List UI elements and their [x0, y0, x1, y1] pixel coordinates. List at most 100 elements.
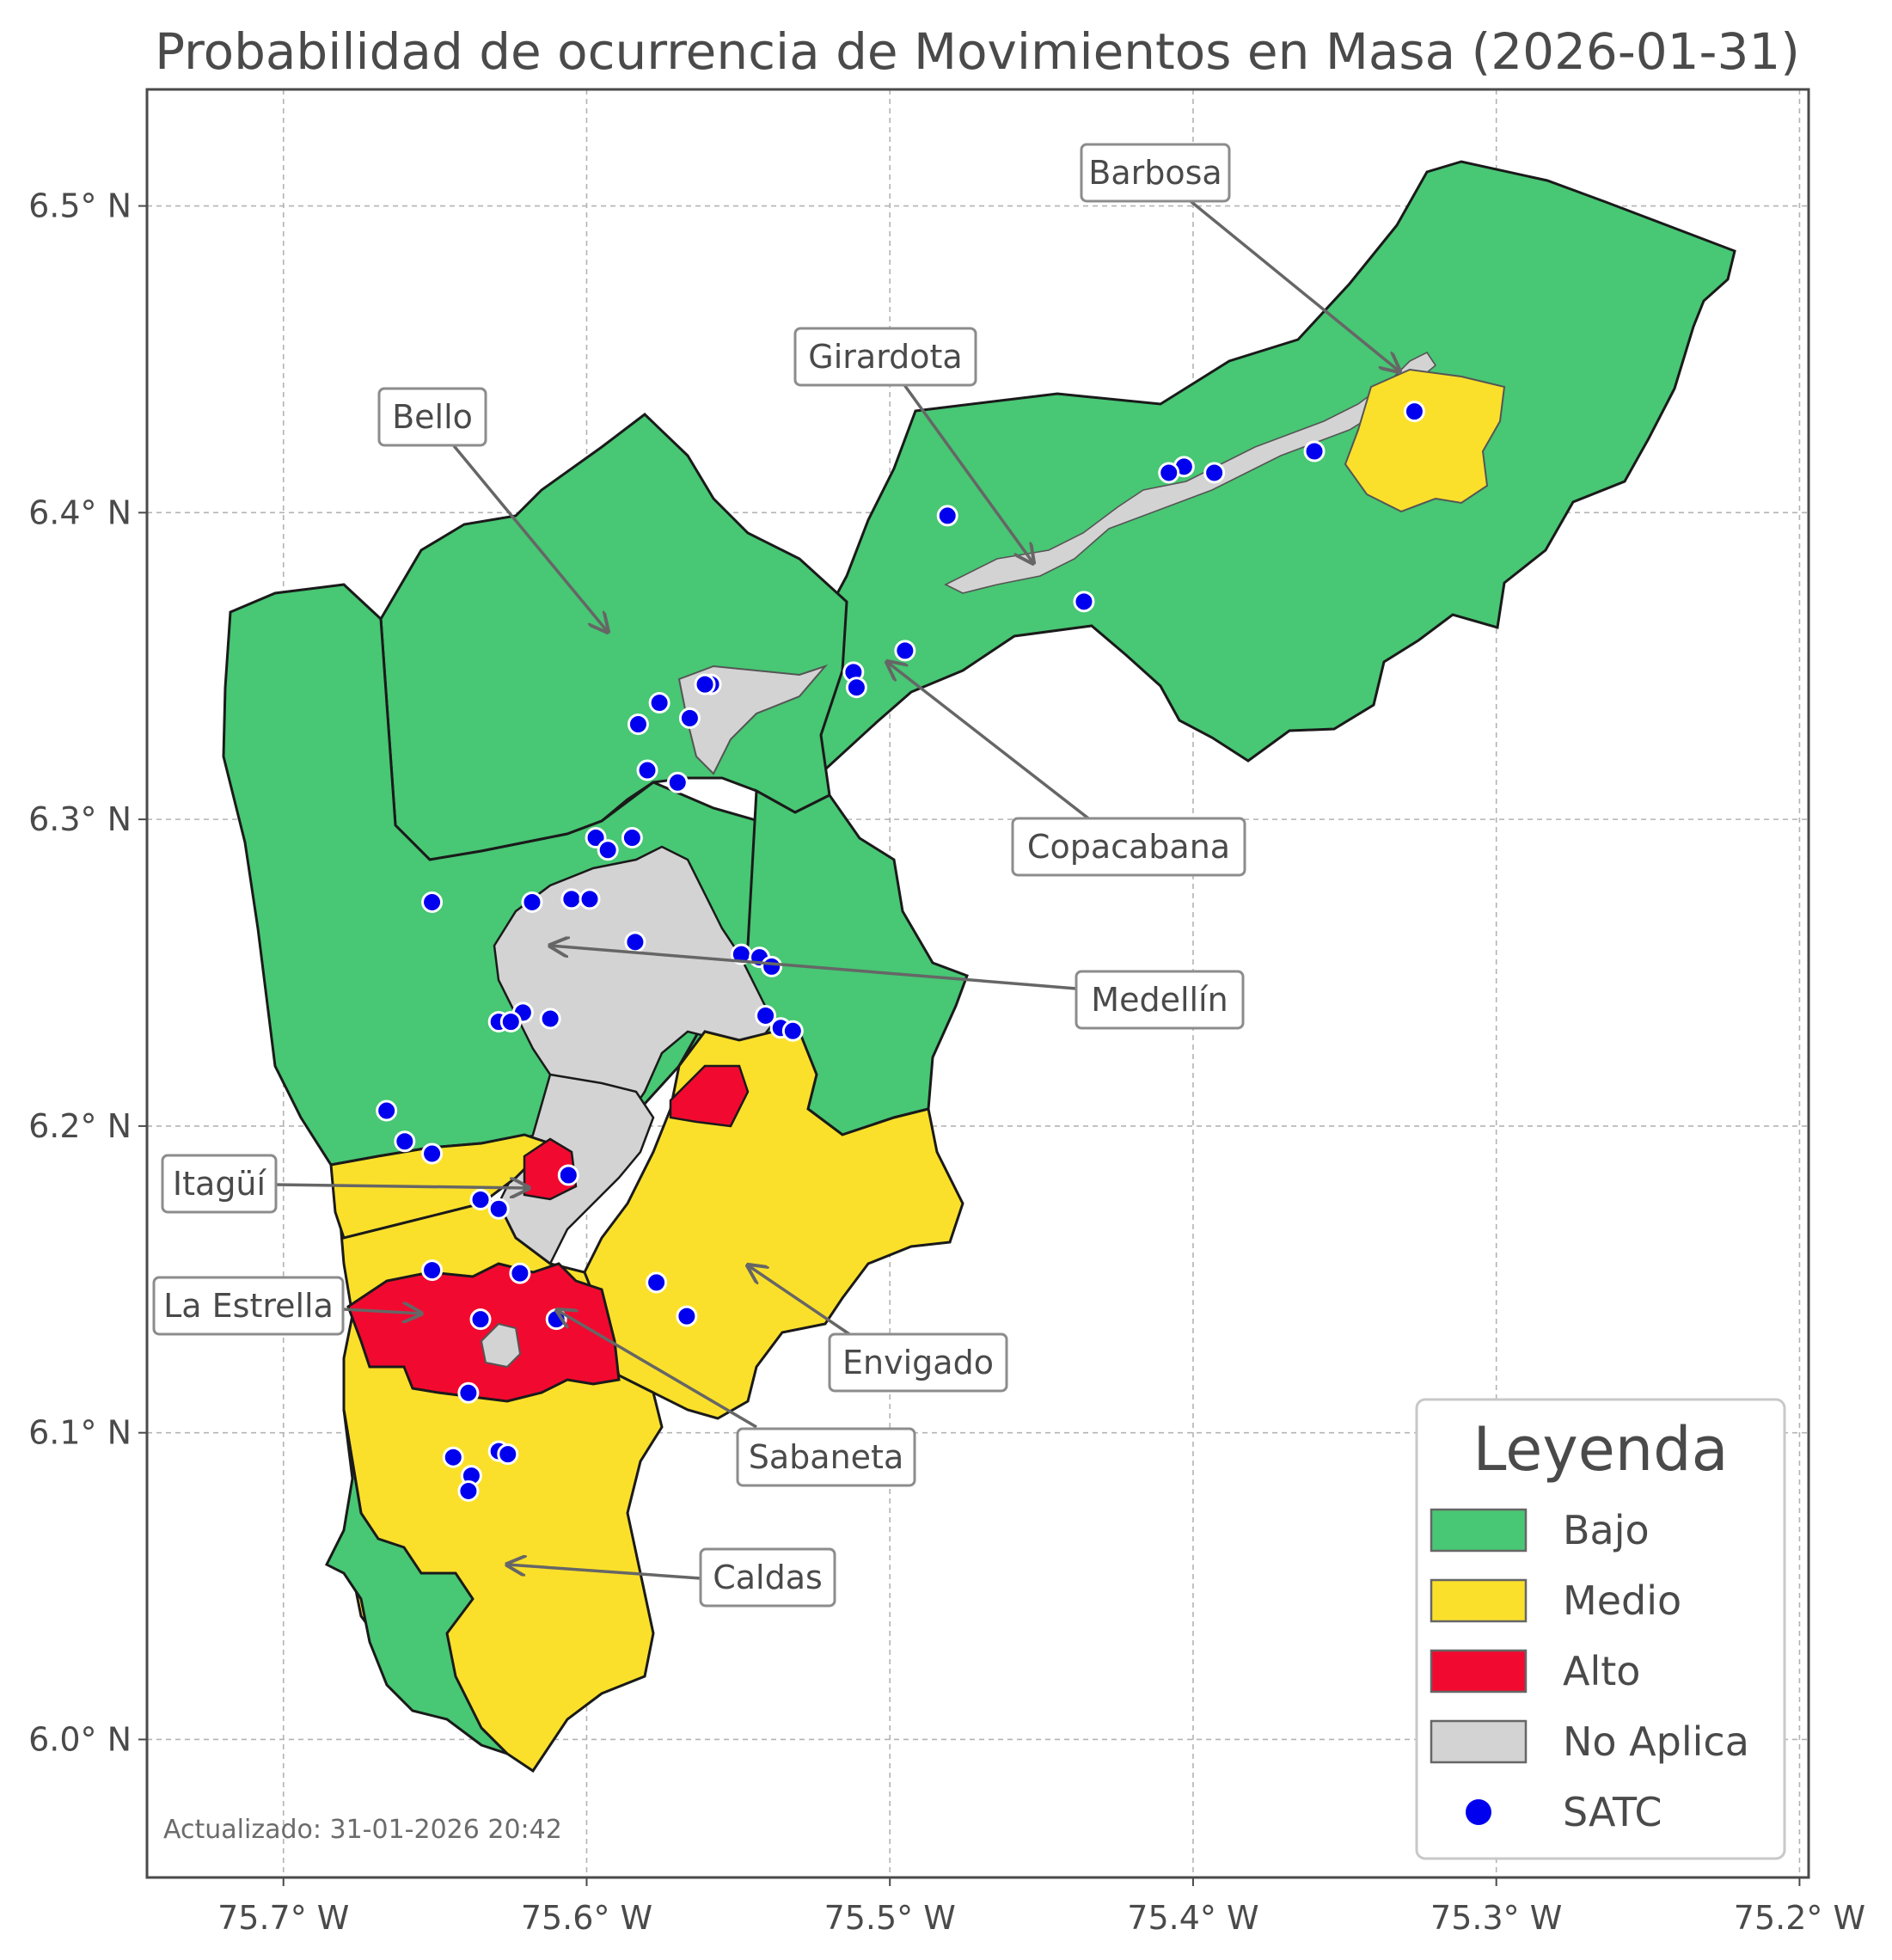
satc-station-marker — [560, 888, 583, 910]
label-box-caldas — [699, 1547, 836, 1608]
region-envigado-alto — [669, 1064, 750, 1128]
label-box-bello — [377, 387, 487, 447]
arrow-itagui — [272, 1185, 529, 1188]
legend-marker — [1466, 1799, 1491, 1825]
label-box-girardota — [793, 327, 977, 387]
legend-label: Alto — [1563, 1648, 1640, 1694]
label-caldas: Caldas — [713, 1559, 823, 1596]
tick-label-x: 75.7° W — [217, 1899, 349, 1937]
label-box-sabaneta — [736, 1427, 916, 1487]
legend-label: Bajo — [1563, 1507, 1650, 1553]
satc-station-marker — [421, 891, 444, 913]
region-northeast-bajo — [789, 160, 1736, 772]
arrow-sabaneta — [557, 1310, 757, 1429]
plot-frame — [145, 88, 1810, 1879]
satc-station-marker — [636, 759, 658, 781]
region-laestrella-alto — [346, 1262, 621, 1403]
satc-station-marker — [761, 955, 783, 977]
arrow-envigado — [748, 1265, 860, 1343]
arrow-laestrella — [343, 1309, 421, 1314]
legend-label: No Aplica — [1563, 1718, 1749, 1765]
satc-station-marker — [539, 1008, 561, 1030]
tick-label-y: 6.1° N — [28, 1414, 132, 1452]
satc-station-marker — [579, 888, 601, 910]
label-bello: Bello — [392, 398, 473, 436]
label-itagui: Itagüí — [173, 1165, 267, 1203]
label-box-barbosa — [1080, 143, 1231, 203]
label-envigado: Envigado — [842, 1344, 994, 1381]
label-box-medellin — [1075, 970, 1245, 1030]
region-sabaneta-urban — [480, 1322, 522, 1369]
axis-ticks: 75.7° W 75.6° W 75.5° W 75.4° W 75.3° W 75.2°… — [28, 187, 1865, 1937]
satc-station-marker — [457, 1479, 480, 1502]
satc-station-marker — [1403, 401, 1425, 423]
legend-title: Leyenda — [1473, 1414, 1728, 1485]
satc-station-marker — [421, 1259, 444, 1282]
tick-label-x: 75.3° W — [1430, 1899, 1562, 1937]
label-copacabana: Copacabana — [1027, 828, 1230, 866]
arrow-copacabana — [887, 662, 1093, 823]
tick-label-y: 6.0° N — [28, 1720, 132, 1758]
region-caldas-west-bajo — [324, 1409, 509, 1755]
satc-station-marker — [666, 771, 689, 793]
arrow-girardota — [901, 381, 1033, 563]
updated-timestamp: Actualizado: 31-01-2026 20:42 — [163, 1815, 562, 1845]
satc-station-marker — [487, 1197, 510, 1220]
satc-station-marker — [469, 1189, 492, 1211]
map-regions — [222, 160, 1736, 1773]
satc-station-marker — [497, 1443, 519, 1466]
label-medellin: Medellín — [1091, 981, 1228, 1019]
label-barbosa: Barbosa — [1088, 154, 1222, 192]
legend-swatch — [1430, 1719, 1528, 1764]
satc-station-marker — [845, 677, 867, 699]
tick-label-x: 75.5° W — [824, 1899, 956, 1937]
satc-station-marker — [1203, 462, 1226, 484]
satc-station-marker — [376, 1099, 398, 1122]
legend-swatch — [1430, 1649, 1528, 1694]
satc-station-marker — [678, 707, 701, 729]
satc-station-marker — [394, 1130, 416, 1153]
label-box-laestrella — [152, 1276, 345, 1336]
satc-station-marker — [1158, 462, 1180, 484]
satc-station-marker — [457, 1381, 480, 1404]
tick-label-y: 6.3° N — [28, 800, 132, 838]
satc-station-marker — [469, 1308, 492, 1331]
satc-station-marker — [936, 505, 958, 527]
satc-station-marker — [648, 692, 670, 714]
legend-swatch — [1430, 1578, 1528, 1623]
label-box-itagui — [161, 1154, 278, 1214]
label-box-copacabana — [1011, 817, 1246, 877]
satc-station-marker — [499, 1011, 522, 1033]
satc-station-marker — [755, 1004, 777, 1026]
legend-swatch — [1430, 1508, 1528, 1553]
satc-station-marker — [894, 640, 916, 662]
label-sabaneta: Sabaneta — [749, 1438, 903, 1476]
legend: Leyenda Bajo Medio Alto No Aplica SATC — [1415, 1398, 1786, 1860]
tick-label-x: 75.6° W — [521, 1899, 652, 1937]
tick-label-y: 6.2° N — [28, 1107, 132, 1145]
satc-station-marker — [557, 1164, 579, 1186]
satc-station-marker — [646, 1271, 668, 1294]
label-girardota: Girardota — [808, 338, 962, 376]
legend-label: Medio — [1563, 1577, 1681, 1624]
satc-station-marker — [627, 714, 649, 736]
legend-label: SATC — [1563, 1789, 1662, 1835]
arrow-barbosa — [1185, 196, 1399, 371]
satc-station-marker — [694, 673, 716, 695]
label-box-envigado — [828, 1332, 1008, 1393]
satc-station-marker — [421, 1142, 444, 1165]
tick-label-x: 75.2° W — [1734, 1899, 1865, 1937]
arrow-caldas — [507, 1565, 701, 1580]
satc-station-marker — [509, 1262, 531, 1284]
legend-items: Bajo Medio Alto No Aplica SATC — [1430, 1507, 1749, 1835]
satc-station-marker — [1303, 440, 1326, 462]
tick-label-x: 75.4° W — [1127, 1899, 1258, 1937]
region-northeast-urban — [944, 351, 1437, 594]
satc-station-marker — [597, 839, 619, 861]
label-laestrella: La Estrella — [163, 1287, 334, 1325]
satc-station-marker — [521, 891, 543, 913]
satc-stations — [376, 401, 1425, 1502]
satc-station-marker — [442, 1446, 464, 1468]
